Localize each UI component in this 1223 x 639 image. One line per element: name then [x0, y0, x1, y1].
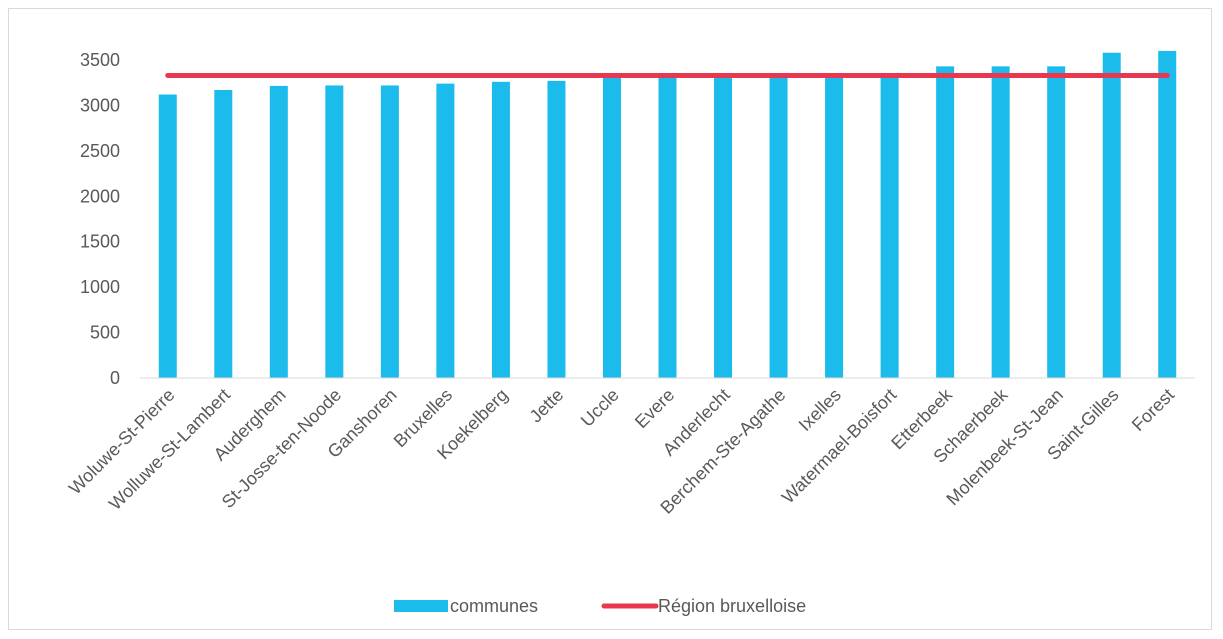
- y-tick-label: 1500: [80, 232, 120, 252]
- y-tick-label: 2000: [80, 186, 120, 206]
- x-tick-label: Ixelles: [795, 385, 845, 435]
- bar: [547, 80, 566, 378]
- x-tick-label: Jette: [526, 385, 568, 427]
- bar: [825, 76, 844, 379]
- bar: [658, 76, 677, 379]
- legend-label-communes: communes: [450, 596, 538, 616]
- x-tick-label: Woluwe-St-Pierre: [65, 385, 179, 499]
- y-tick-label: 1000: [80, 277, 120, 297]
- bar: [769, 76, 788, 379]
- y-tick-label: 3500: [80, 50, 120, 70]
- bar: [269, 85, 288, 378]
- bar: [1047, 66, 1066, 379]
- y-tick-label: 3000: [80, 95, 120, 115]
- y-tick-label: 500: [90, 323, 120, 343]
- bar: [491, 81, 510, 378]
- bars: [158, 50, 1177, 379]
- bar: [436, 83, 455, 378]
- x-tick-label: Uccle: [577, 385, 623, 431]
- x-tick-label: Evere: [631, 385, 678, 432]
- legend-swatch-communes: [394, 600, 448, 612]
- x-axis: Woluwe-St-PierreWolluwe-St-LambertAuderg…: [65, 384, 1178, 518]
- bar: [1158, 50, 1177, 379]
- bar: [214, 89, 233, 379]
- bar: [1102, 52, 1121, 378]
- bar: [602, 76, 621, 379]
- y-axis: 0 500 1000 1500 2000 2500 3000 3500: [80, 50, 120, 388]
- y-tick-label: 2500: [80, 141, 120, 161]
- bar: [936, 66, 955, 379]
- legend-label-region: Région bruxelloise: [658, 596, 806, 616]
- bar: [991, 66, 1010, 379]
- bar: [380, 85, 399, 378]
- bar: [714, 76, 733, 379]
- bar: [325, 85, 344, 378]
- bar: [158, 94, 177, 379]
- bar: [880, 75, 899, 379]
- x-tick-label: Forest: [1128, 385, 1178, 435]
- legend: communes Région bruxelloise: [394, 596, 806, 616]
- y-tick-label: 0: [110, 368, 120, 388]
